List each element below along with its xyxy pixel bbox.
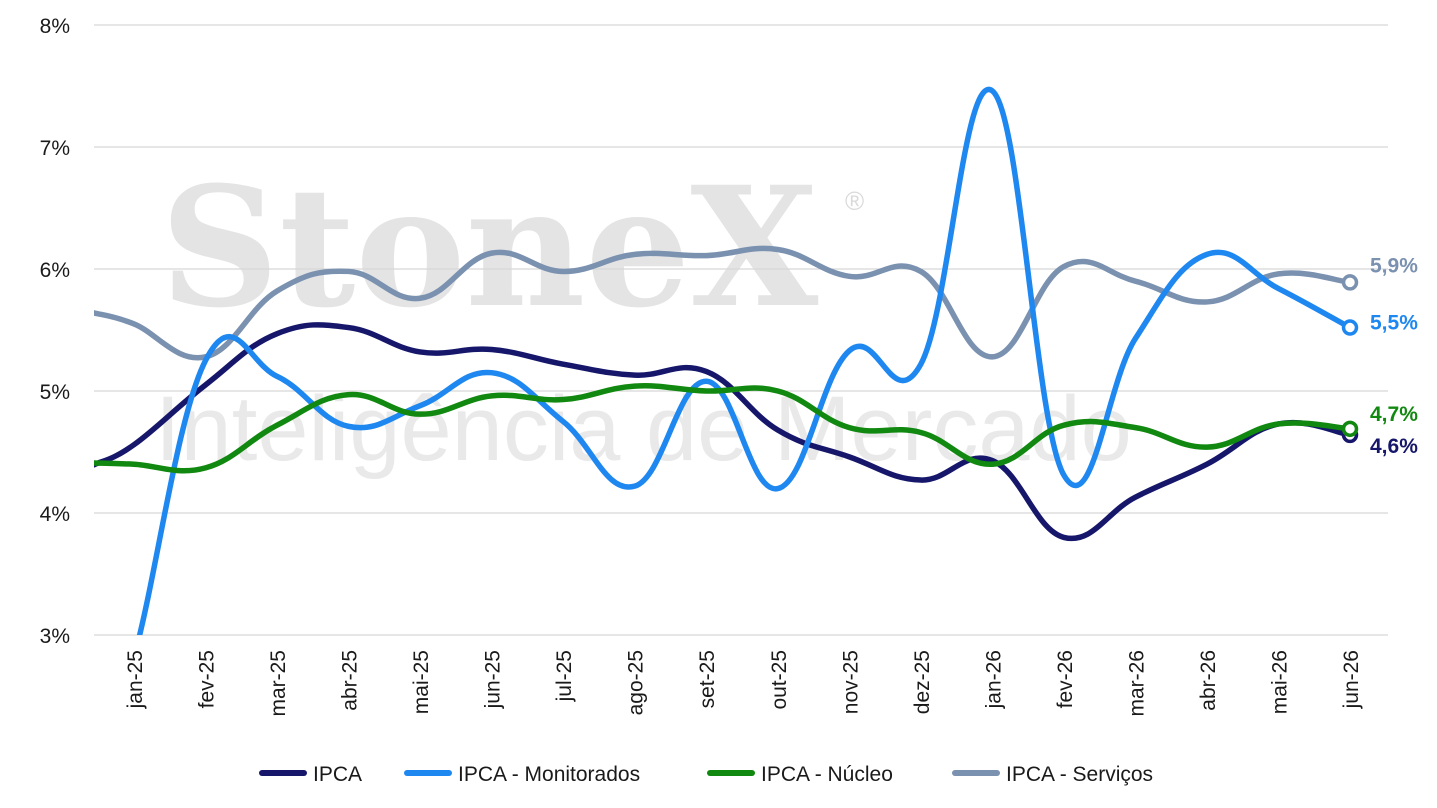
x-tick-label: fev-26 — [1054, 650, 1077, 708]
x-tick-label: out-25 — [768, 650, 791, 710]
x-tick-label: jun-25 — [482, 650, 505, 709]
legend-item: IPCA — [259, 763, 362, 786]
legend-item: IPCA - Monitorados — [404, 763, 640, 786]
y-tick-label: 7% — [40, 137, 70, 160]
x-tick-label: ago-25 — [625, 650, 648, 715]
x-tick-label: dez-25 — [911, 650, 934, 714]
end-marker — [1341, 420, 1359, 438]
legend-item: IPCA - Núcleo — [707, 763, 893, 786]
end-marker — [1341, 274, 1359, 291]
x-tick-label: mar-25 — [267, 650, 290, 717]
x-tick-label: nov-25 — [839, 650, 862, 714]
end-value-label: 5,5% — [1370, 312, 1418, 335]
series-line — [94, 245, 1353, 361]
end-labels: 5,9% 4,6% 5,5% 4,7% — [1370, 254, 1418, 458]
watermark: StoneX ® Inteligência de Mercado — [155, 150, 1132, 480]
legend-label: IPCA - Serviços — [1006, 763, 1153, 786]
x-tick-label: mai-25 — [410, 650, 433, 714]
end-value-label: 4,6% — [1370, 435, 1418, 458]
y-tick-label: 6% — [40, 259, 70, 282]
y-axis: 3% 4% 5% 6% 7% 8% — [40, 15, 70, 648]
legend-label: IPCA - Núcleo — [761, 763, 893, 786]
legend-label: IPCA — [313, 763, 362, 786]
x-tick-label: set-25 — [696, 650, 719, 708]
legend-item: IPCA - Serviços — [952, 763, 1153, 786]
x-tick-label: jan-26 — [982, 650, 1005, 709]
y-tick-label: 3% — [40, 625, 70, 648]
series-line — [136, 86, 1353, 635]
x-tick-label: jan-25 — [124, 650, 147, 709]
watermark-brand: StoneX — [160, 150, 818, 344]
y-tick-label: 8% — [40, 15, 70, 38]
end-value-label: 5,9% — [1370, 254, 1418, 277]
end-value-label: 4,7% — [1370, 403, 1418, 426]
watermark-registered: ® — [845, 186, 864, 216]
y-tick-label: 4% — [40, 503, 70, 526]
series-line — [94, 383, 1353, 474]
x-tick-label: mai-26 — [1268, 650, 1291, 714]
legend: IPCA IPCA - Monitorados IPCA - Núcleo IPCA … — [259, 763, 1153, 786]
end-marker — [1341, 319, 1359, 336]
x-tick-label: jul-25 — [553, 650, 576, 702]
series-line — [94, 322, 1353, 542]
x-tick-label: abr-25 — [339, 650, 362, 711]
x-tick-label: abr-26 — [1197, 650, 1220, 711]
x-tick-label: jun-26 — [1340, 650, 1363, 709]
y-tick-label: 5% — [40, 381, 70, 404]
x-tick-label: mar-26 — [1125, 650, 1148, 717]
legend-label: IPCA - Monitorados — [458, 763, 640, 786]
x-tick-label: fev-25 — [196, 650, 219, 708]
x-axis: jan-25 fev-25 mar-25 abr-25 mai-25 jun-25 jul-… — [124, 650, 1363, 717]
series-lines — [94, 86, 1359, 635]
